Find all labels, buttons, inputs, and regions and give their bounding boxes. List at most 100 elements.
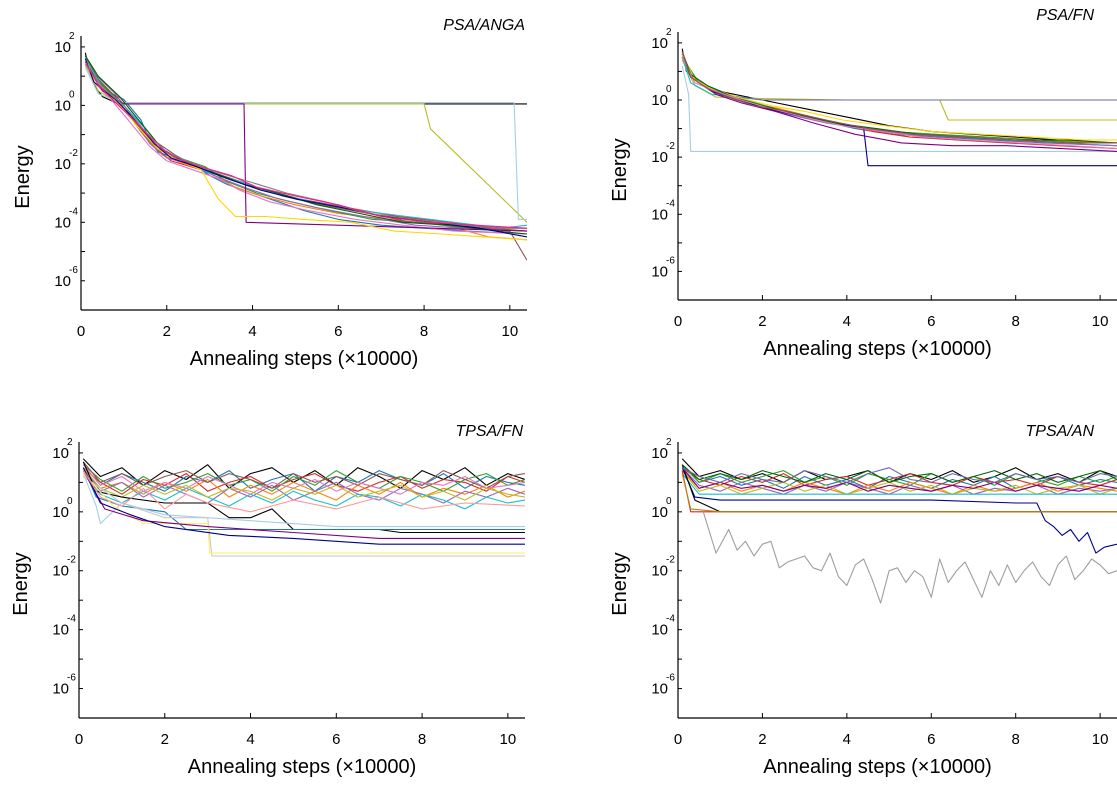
x-tick-label: 4 — [248, 323, 256, 340]
series-line — [84, 58, 527, 229]
series-line — [84, 61, 527, 235]
series-line — [681, 467, 1117, 492]
y-tick-exponent: -6 — [666, 255, 675, 266]
y-axis-label: Energy — [12, 145, 34, 208]
y-tick-base: 10 — [651, 445, 668, 462]
series-line — [82, 473, 525, 554]
series-line — [82, 467, 525, 501]
series-line — [681, 51, 1117, 144]
series-line — [681, 48, 1117, 141]
y-tick-base: 10 — [651, 149, 668, 166]
y-tick-exponent: -2 — [666, 555, 675, 566]
y-axis-label: Energy — [10, 552, 32, 615]
y-tick-base: 10 — [52, 622, 69, 639]
series-group — [681, 458, 1117, 604]
y-tick-exponent: 2 — [69, 31, 75, 42]
series-group — [84, 52, 527, 261]
series-line — [681, 56, 1117, 101]
y-tick-exponent: 0 — [666, 496, 672, 507]
series-line — [681, 59, 1117, 121]
x-tick-label: 10 — [500, 731, 517, 748]
series-line — [702, 511, 1117, 604]
x-tick-label: 0 — [674, 731, 682, 748]
y-tick-exponent: 2 — [666, 437, 672, 448]
x-tick-label: 8 — [418, 731, 426, 748]
y-tick-exponent: -2 — [666, 141, 675, 152]
x-tick-label: 10 — [1092, 731, 1109, 748]
series-line — [82, 470, 525, 501]
series-group — [82, 458, 525, 557]
y-tick-base: 10 — [52, 563, 69, 580]
y-tick-exponent: -6 — [666, 673, 675, 684]
series-line — [681, 54, 1117, 141]
x-tick-label: 2 — [758, 313, 766, 330]
y-tick-base: 10 — [651, 92, 668, 109]
x-axis-label: Annealing steps (×10000) — [763, 756, 992, 778]
series-line — [681, 464, 1117, 486]
series-line — [82, 464, 525, 495]
series-line — [82, 464, 525, 492]
y-tick-exponent: -4 — [666, 614, 675, 625]
series-line — [82, 470, 525, 513]
series-line — [82, 473, 525, 528]
x-tick-label: 10 — [502, 323, 519, 340]
series-line — [84, 61, 527, 229]
panel-title: PSA/FN — [1036, 7, 1094, 24]
x-tick-label: 6 — [927, 731, 935, 748]
y-tick-exponent: 2 — [666, 27, 672, 38]
x-tick-label: 4 — [246, 731, 254, 748]
y-tick-base: 10 — [651, 504, 668, 521]
series-line — [681, 56, 1117, 101]
y-tick-base: 10 — [52, 504, 69, 521]
y-tick-base: 10 — [651, 563, 668, 580]
x-tick-label: 8 — [420, 323, 428, 340]
series-group — [681, 48, 1117, 167]
series-line — [84, 52, 527, 105]
x-tick-label: 2 — [758, 731, 766, 748]
series-line — [681, 467, 1117, 554]
series-line — [681, 473, 1117, 513]
series-line — [84, 67, 527, 220]
x-tick-label: 2 — [161, 731, 169, 748]
y-tick-base: 10 — [54, 97, 71, 114]
x-tick-label: 2 — [163, 323, 171, 340]
y-tick-base: 10 — [52, 445, 69, 462]
series-line — [681, 467, 1117, 483]
x-tick-label: 0 — [674, 313, 682, 330]
panel-title: PSA/ANGA — [443, 17, 525, 34]
x-tick-label: 8 — [1012, 731, 1020, 748]
y-tick-exponent: -4 — [69, 206, 78, 217]
series-line — [681, 54, 1117, 167]
series-line — [84, 64, 527, 229]
x-tick-label: 10 — [1092, 313, 1109, 330]
y-tick-base: 10 — [52, 681, 69, 698]
y-tick-exponent: 0 — [67, 496, 73, 507]
y-axis-label: Energy — [609, 552, 631, 615]
series-line — [681, 467, 1117, 495]
y-tick-base: 10 — [54, 214, 71, 231]
y-tick-base: 10 — [651, 681, 668, 698]
series-line — [82, 470, 525, 539]
y-tick-base: 10 — [651, 206, 668, 223]
x-axis-label: Annealing steps (×10000) — [763, 338, 992, 360]
x-tick-label: 4 — [843, 731, 851, 748]
series-line — [82, 461, 525, 534]
series-line — [84, 58, 527, 229]
y-tick-base: 10 — [651, 622, 668, 639]
y-axis-label: Energy — [609, 138, 631, 201]
panel-title: TPSA/AN — [1026, 423, 1095, 440]
x-tick-label: 8 — [1012, 313, 1020, 330]
y-tick-exponent: -6 — [67, 673, 76, 684]
x-axis-label: Annealing steps (×10000) — [190, 348, 419, 370]
panel-title: TPSA/FN — [455, 423, 523, 440]
series-line — [84, 58, 527, 241]
x-tick-label: 6 — [927, 313, 935, 330]
y-tick-base: 10 — [54, 156, 71, 173]
series-line — [681, 65, 1117, 152]
x-tick-label: 4 — [843, 313, 851, 330]
